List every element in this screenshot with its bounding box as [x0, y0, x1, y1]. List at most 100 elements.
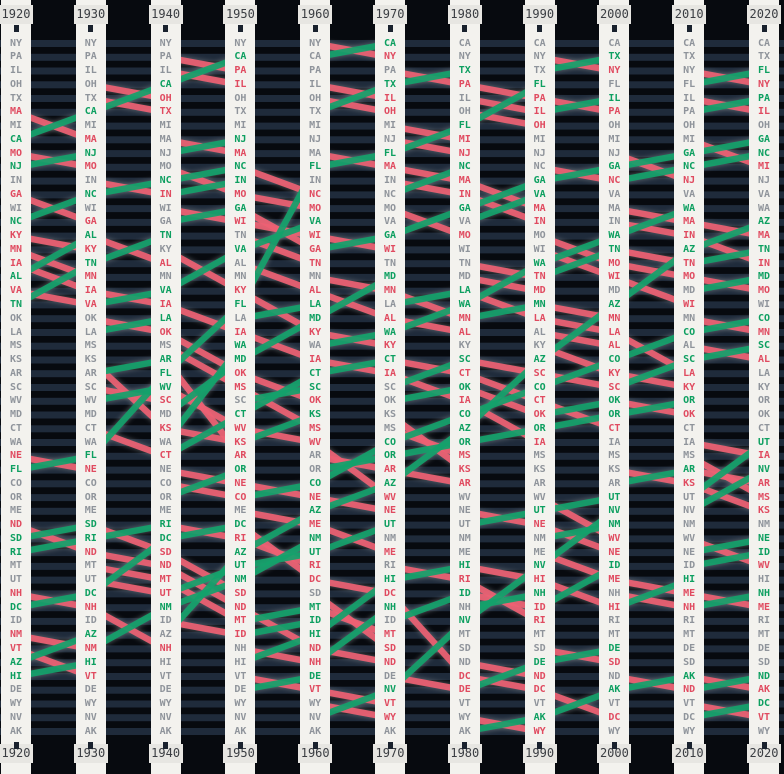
state-label: MT: [159, 574, 172, 586]
state-label: DE: [533, 656, 546, 668]
state-label: CT: [309, 367, 322, 379]
state-label: KS: [608, 464, 621, 476]
year-label-bottom-1980: 1980: [447, 744, 482, 763]
year-label-top-2000: 2000: [597, 5, 632, 24]
state-label: ID: [159, 615, 172, 627]
state-label: UT: [757, 436, 771, 448]
state-label: UT: [608, 491, 621, 503]
state-label: WA: [234, 340, 247, 352]
state-label: CO: [757, 312, 771, 324]
state-label: HI: [309, 629, 322, 641]
year-column-1960: NY CA PA IL OH TX MI NJ MA FL IN NC MO VA WI GA TN MN AL LA…: [300, 0, 331, 774]
state-label: UT: [383, 519, 397, 531]
state-label: NY: [757, 78, 771, 90]
state-label: MT: [309, 601, 322, 613]
state-label: NV: [9, 711, 23, 723]
state-label: KS: [159, 422, 172, 434]
state-label: PA: [608, 106, 621, 118]
state-label: DE: [757, 642, 771, 654]
state-label: VA: [683, 188, 696, 200]
state-label: NJ: [458, 147, 471, 159]
state-label: TX: [608, 51, 621, 63]
state-label: MD: [84, 409, 97, 420]
state-label: WY: [9, 698, 23, 709]
state-label: UT: [458, 519, 471, 531]
state-label: RI: [309, 560, 322, 572]
state-label: DC: [9, 601, 23, 613]
state-label: AL: [84, 230, 97, 242]
state-label: WY: [458, 711, 471, 723]
state-label: IA: [159, 298, 172, 310]
state-label: SD: [458, 642, 471, 654]
state-label: FL: [84, 450, 97, 462]
state-label: AL: [383, 312, 397, 324]
state-label: MT: [234, 615, 247, 627]
state-label: VA: [757, 188, 771, 200]
year-label-bottom-1990: 1990: [522, 744, 557, 763]
state-label: CT: [757, 422, 771, 434]
state-label: ME: [309, 519, 322, 531]
axis-tick: [761, 742, 767, 749]
state-label: LA: [383, 298, 397, 310]
state-label: MI: [159, 120, 172, 132]
state-label: MO: [159, 161, 172, 173]
state-label: MT: [533, 629, 546, 641]
state-label: IA: [9, 257, 23, 269]
state-label: NE: [309, 491, 322, 503]
state-label: KS: [383, 409, 397, 420]
state-label: AR: [234, 450, 247, 462]
state-label: VT: [683, 698, 696, 709]
state-label: WV: [608, 532, 621, 544]
state-label: AZ: [383, 477, 397, 489]
state-label: ID: [234, 629, 247, 641]
state-label: IA: [533, 436, 546, 448]
state-label: MA: [683, 216, 696, 228]
state-label: ND: [234, 601, 247, 613]
state-label: MS: [383, 422, 397, 434]
state-label: VT: [533, 698, 546, 709]
state-label: TX: [234, 106, 247, 118]
state-label: DC: [683, 711, 696, 723]
state-label: MS: [84, 340, 97, 352]
state-label: MO: [458, 230, 471, 242]
state-label: DE: [234, 684, 247, 696]
state-label: MN: [608, 312, 621, 324]
state-label: DC: [159, 532, 172, 544]
state-label: WV: [309, 436, 322, 448]
state-label: IN: [608, 216, 621, 228]
state-label: NE: [383, 505, 397, 517]
state-label: CT: [84, 422, 97, 434]
state-label: AL: [757, 354, 771, 365]
state-label: KY: [84, 243, 97, 255]
state-label: IA: [757, 450, 771, 462]
state-label: GA: [683, 147, 696, 159]
state-label: WV: [533, 491, 546, 503]
state-label: CO: [309, 477, 322, 489]
state-label: FL: [159, 367, 172, 379]
state-label: KY: [757, 381, 771, 393]
state-label: CA: [458, 37, 471, 49]
year-column-1990: CA NY TX FL PA IL OH MI NJ NC GA VA MA IN MO WI WA TN MD MN…: [524, 0, 555, 774]
state-label: OK: [383, 395, 397, 407]
state-label: MA: [757, 230, 771, 242]
state-label: NM: [608, 519, 621, 531]
state-label: TX: [757, 51, 771, 63]
state-label: CO: [234, 491, 247, 503]
state-label: AR: [757, 477, 771, 489]
state-label: NH: [309, 656, 322, 668]
state-label: IA: [458, 395, 471, 407]
state-label: MI: [458, 133, 471, 145]
state-label: CO: [84, 477, 97, 489]
state-label: VT: [608, 698, 621, 709]
state-label: AZ: [234, 546, 247, 558]
state-label: TN: [383, 257, 397, 269]
state-label: SD: [309, 587, 322, 599]
state-label: RI: [234, 532, 247, 544]
state-label: IN: [84, 175, 97, 187]
state-label: MT: [608, 629, 621, 641]
state-label: DC: [383, 587, 397, 599]
state-label: NV: [683, 505, 696, 517]
state-label: CT: [533, 395, 546, 407]
state-label: KS: [84, 354, 97, 365]
state-label: MT: [683, 629, 696, 641]
